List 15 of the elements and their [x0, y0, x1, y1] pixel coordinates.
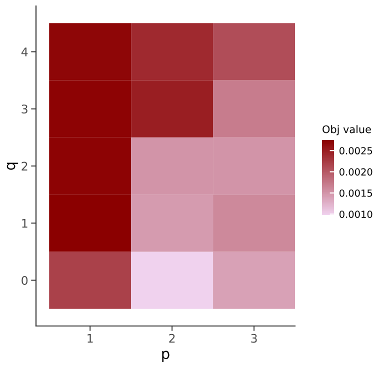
color-bar-label: 0.0010: [340, 210, 372, 218]
y-tick-label: 3: [22, 104, 28, 114]
y-axis-title: q: [6, 162, 18, 170]
color-bar-label: 0.0015: [340, 189, 372, 197]
color-bar-label: 0.0025: [340, 147, 372, 154]
x-tick-label: 2: [169, 334, 175, 343]
color-bar-label: 0.0020: [340, 168, 372, 176]
y-tick-label: 1: [22, 219, 28, 228]
x-tick-label: 1: [88, 334, 93, 343]
color-bar-title: Obj value: [322, 125, 371, 136]
x-axis-title: p: [162, 350, 170, 362]
y-tick-label: 2: [22, 162, 28, 170]
y-tick-label: 0: [22, 276, 28, 285]
x-tick-label: 3: [251, 334, 257, 343]
y-tick-label: 4: [21, 48, 28, 56]
